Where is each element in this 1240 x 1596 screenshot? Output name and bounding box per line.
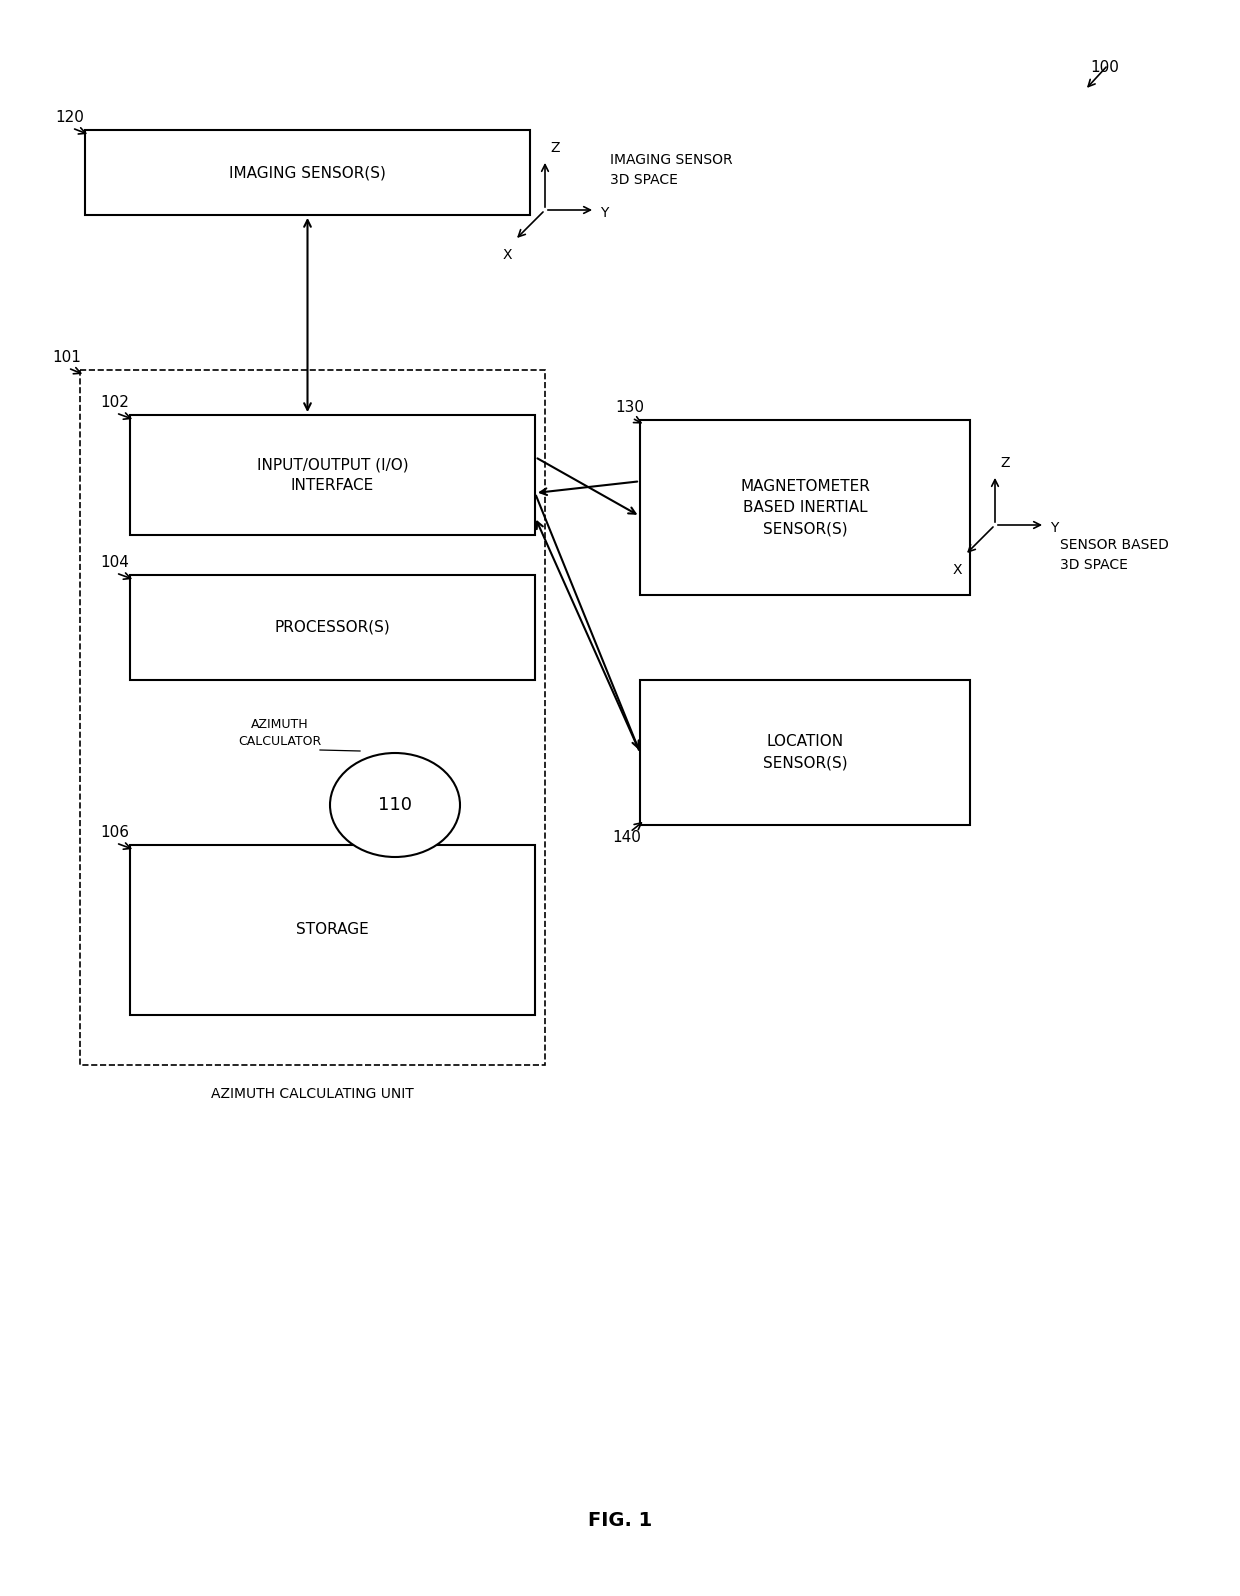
Text: 120: 120 — [55, 110, 84, 124]
Text: Z: Z — [999, 456, 1009, 469]
Bar — [130, 844, 534, 1015]
Text: INPUT/OUTPUT (I/O)
INTERFACE: INPUT/OUTPUT (I/O) INTERFACE — [257, 456, 408, 493]
Bar — [86, 129, 529, 215]
Text: 100: 100 — [1090, 61, 1118, 75]
Bar — [640, 420, 970, 595]
Text: PROCESSOR(S): PROCESSOR(S) — [274, 619, 391, 635]
Text: SENSOR BASED
3D SPACE: SENSOR BASED 3D SPACE — [1060, 538, 1169, 571]
Text: Y: Y — [1050, 520, 1059, 535]
Text: Y: Y — [600, 206, 609, 220]
Text: 101: 101 — [52, 350, 81, 365]
Text: LOCATION
SENSOR(S): LOCATION SENSOR(S) — [763, 734, 847, 771]
Text: STORAGE: STORAGE — [296, 922, 368, 937]
Text: 140: 140 — [613, 830, 641, 844]
Bar — [130, 575, 534, 680]
Text: 110: 110 — [378, 796, 412, 814]
Text: 106: 106 — [100, 825, 129, 839]
Text: 102: 102 — [100, 394, 129, 410]
Bar — [130, 415, 534, 535]
Text: IMAGING SENSOR(S): IMAGING SENSOR(S) — [229, 164, 386, 180]
Text: X: X — [952, 563, 962, 578]
Text: 104: 104 — [100, 555, 129, 570]
Text: FIG. 1: FIG. 1 — [588, 1510, 652, 1529]
Text: AZIMUTH
CALCULATOR: AZIMUTH CALCULATOR — [238, 718, 321, 749]
Text: Z: Z — [551, 140, 559, 155]
Bar — [81, 370, 546, 1065]
Ellipse shape — [330, 753, 460, 857]
Bar — [640, 680, 970, 825]
Text: 130: 130 — [615, 401, 644, 415]
Text: MAGNETOMETER
BASED INERTIAL
SENSOR(S): MAGNETOMETER BASED INERTIAL SENSOR(S) — [740, 479, 870, 536]
Text: AZIMUTH CALCULATING UNIT: AZIMUTH CALCULATING UNIT — [211, 1087, 414, 1101]
Text: IMAGING SENSOR
3D SPACE: IMAGING SENSOR 3D SPACE — [610, 153, 733, 187]
Text: X: X — [502, 247, 512, 262]
